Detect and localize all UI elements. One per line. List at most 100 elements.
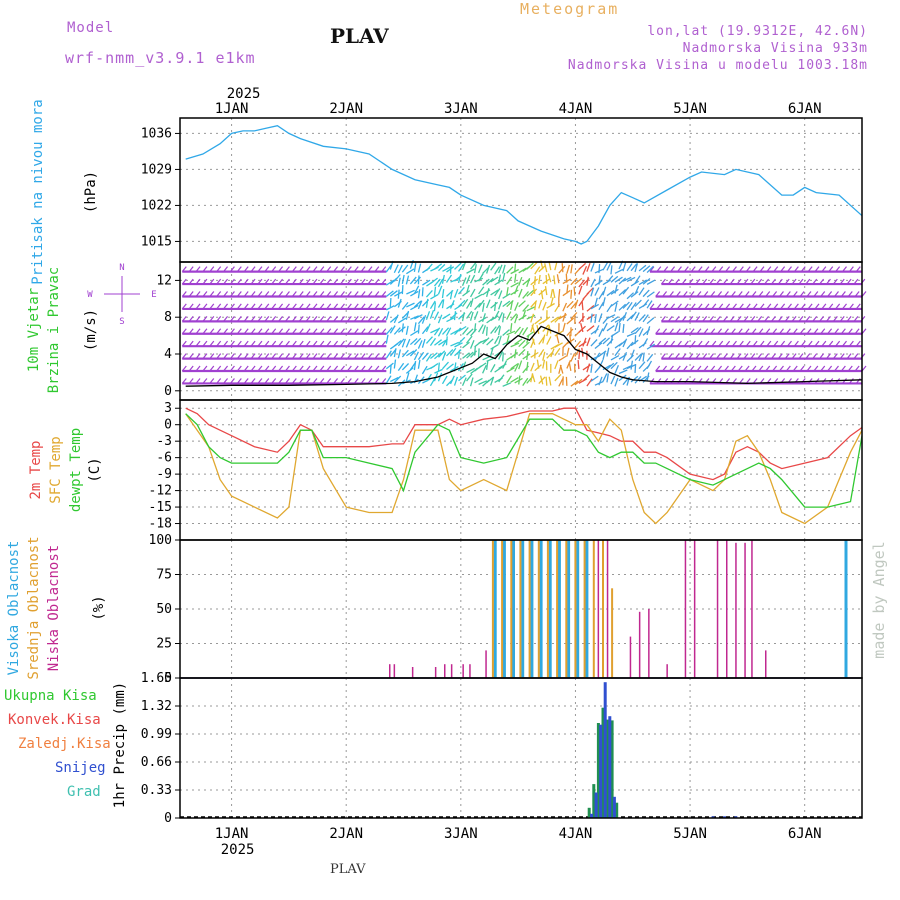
wind-barb — [729, 353, 735, 359]
wind-barb — [586, 378, 593, 387]
wind-barb — [618, 322, 621, 332]
wind-barb — [462, 341, 470, 349]
wind-barb — [514, 326, 521, 335]
wind-barb — [454, 304, 463, 311]
wind-barb — [773, 340, 779, 347]
wind-barb — [732, 303, 737, 310]
wind-barb — [681, 353, 687, 359]
wind-barb — [847, 328, 853, 335]
wind-barb — [506, 367, 515, 373]
wind-barb — [236, 303, 242, 310]
wind-barb — [538, 349, 545, 358]
wind-barb — [828, 303, 834, 310]
top-day-label: 3JAN — [444, 101, 478, 117]
wind-barb — [514, 285, 519, 295]
wind-barb — [602, 262, 609, 271]
wind-barb — [413, 322, 417, 332]
cloud-bar — [606, 540, 609, 678]
wind-barb — [430, 328, 439, 334]
wind-barb — [333, 365, 339, 372]
wind-barb — [478, 338, 488, 344]
wind-barb — [473, 323, 477, 333]
wind-barb — [498, 351, 504, 360]
wind-barb — [209, 340, 215, 347]
wind-barb — [216, 353, 222, 359]
wind-barb — [646, 265, 654, 273]
wind-barb — [570, 380, 579, 387]
wind-barb — [319, 353, 325, 359]
wind-barb — [223, 291, 229, 297]
wind-barb — [522, 327, 529, 336]
wind-barb — [602, 322, 608, 332]
wind-barbs — [181, 259, 867, 387]
wind-barb — [819, 353, 825, 359]
wind-barb — [793, 266, 799, 273]
wind-barb — [389, 364, 392, 374]
wind-barb — [681, 278, 687, 285]
wind-barb — [690, 340, 696, 347]
wind-barb — [655, 365, 661, 372]
wind-barb — [676, 303, 682, 310]
wind-barb — [298, 266, 304, 273]
wind-barb — [842, 266, 847, 273]
wind-barb — [374, 378, 380, 384]
wind-barb — [223, 365, 229, 372]
cloud-bar — [716, 540, 719, 678]
wind-barb — [429, 309, 435, 319]
wind-barb — [737, 291, 743, 297]
wind-barb — [618, 369, 628, 375]
wind-barb — [642, 299, 650, 308]
wind-barb — [381, 365, 387, 372]
cloud-bar — [648, 609, 650, 678]
wind-barb — [634, 263, 639, 273]
wind-barb — [195, 353, 201, 359]
wind-barb — [360, 266, 366, 273]
wind-barb — [410, 315, 419, 320]
wind-barb — [393, 264, 399, 274]
wind-barb — [271, 340, 277, 347]
wind-barb — [626, 354, 634, 362]
precip-tick-label: 1.65 — [141, 671, 172, 686]
wind-barb — [764, 315, 770, 322]
wind-barb — [558, 355, 567, 362]
wind-barb — [670, 378, 676, 384]
wind-barb — [510, 313, 518, 321]
wind-barb — [598, 275, 601, 285]
wind-barb — [840, 365, 846, 372]
wind-barb — [510, 351, 518, 359]
wind-barb — [333, 328, 339, 335]
wind-barb — [770, 315, 776, 322]
wind-barb — [676, 340, 682, 347]
wind-barb — [346, 340, 352, 347]
wind-barb — [284, 278, 290, 285]
wind-barb — [202, 266, 208, 273]
wind-barb — [598, 291, 605, 300]
wind-barb — [805, 278, 811, 285]
wind-barb — [514, 314, 519, 324]
wind-barb — [417, 351, 425, 360]
wind-barb — [630, 302, 637, 311]
wind-barb — [526, 351, 529, 361]
wind-barb — [590, 363, 593, 373]
panel-frame-2 — [179, 399, 863, 541]
precip-bar — [615, 802, 619, 818]
cloud-bar — [765, 650, 767, 678]
wind-barb — [438, 350, 446, 358]
wind-barb — [409, 338, 418, 346]
wind-barb — [832, 278, 838, 285]
cloud-bar — [597, 540, 600, 678]
wind-barb — [848, 378, 854, 384]
wind-barb — [725, 303, 731, 310]
wind-barb — [319, 315, 325, 322]
wind-barb — [257, 291, 263, 297]
wind-barb — [326, 365, 332, 372]
wind-barb — [250, 278, 256, 285]
wind-barb — [438, 263, 446, 272]
wind-barb — [450, 341, 460, 347]
wind-barb — [319, 291, 325, 297]
wind-barb — [469, 340, 475, 349]
cloud-bar — [567, 540, 571, 678]
wind-tick-label: 12 — [156, 273, 172, 288]
wind-barb — [586, 262, 591, 272]
wind-barb — [715, 278, 721, 285]
